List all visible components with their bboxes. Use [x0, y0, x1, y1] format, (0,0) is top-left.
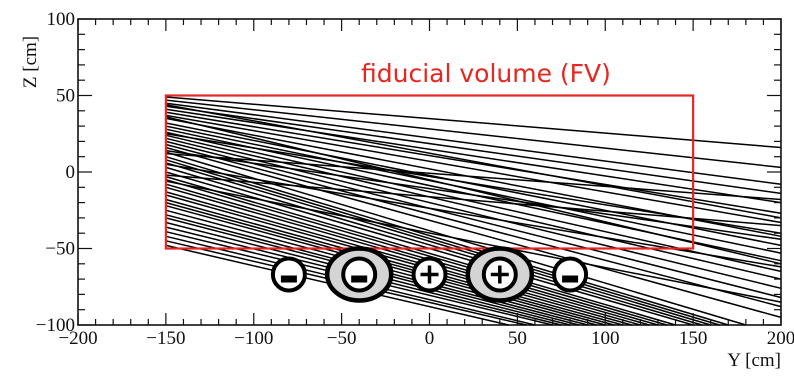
track-line — [165, 163, 782, 268]
x-tick-label: 150 — [679, 328, 708, 349]
track-line — [165, 175, 676, 326]
fiducial-volume: fiducial volume (FV) — [164, 59, 695, 250]
track-line — [165, 143, 782, 308]
x-tick-label: 100 — [591, 328, 620, 349]
negative-charge-icon: − — [552, 256, 589, 293]
y-tick-label: 50 — [56, 86, 75, 107]
track-line — [165, 194, 632, 326]
track-line — [165, 99, 782, 169]
charge-circle — [270, 256, 307, 293]
x-tick-label: 200 — [767, 328, 794, 349]
x-tick-label: −50 — [327, 328, 357, 349]
track-line — [165, 105, 782, 195]
track-line — [165, 178, 668, 326]
track-line — [165, 174, 782, 227]
track-line — [165, 191, 641, 326]
track-line — [165, 137, 782, 290]
charge-sign-bar — [351, 275, 368, 283]
track-line — [165, 159, 720, 326]
track-line — [165, 162, 711, 326]
y-tick-label: −100 — [36, 315, 75, 336]
charge-circle — [552, 256, 589, 293]
track-line — [165, 140, 782, 299]
charge-sign-bar — [280, 275, 297, 283]
track-line — [165, 149, 782, 241]
x-tick-label: −200 — [58, 328, 97, 349]
track-line — [165, 114, 782, 224]
track-line — [165, 146, 782, 319]
x-axis-title: Y [cm] — [727, 350, 781, 371]
negative-charge-icon: − — [324, 246, 394, 303]
positive-charge-icon: + — [411, 256, 448, 293]
track-line — [165, 166, 703, 326]
positive-charge-icon: + — [465, 246, 535, 303]
x-tick-label: −150 — [146, 328, 185, 349]
charge-circle — [341, 256, 378, 293]
track-line — [165, 152, 782, 201]
tick-labels: −200 −150 −100 −50 0 50 100 150 200 −100 −50 0 50 100 — [36, 9, 794, 349]
track-line — [165, 116, 782, 265]
axis-ticks — [77, 18, 782, 326]
track-line — [165, 155, 729, 326]
x-tick-label: 0 — [425, 328, 435, 349]
fiducial-volume-box — [164, 94, 695, 250]
y-axis-title: Z [cm] — [20, 36, 41, 88]
x-tick-label: 50 — [508, 328, 527, 349]
track-line — [165, 108, 782, 204]
track-line — [165, 183, 659, 326]
x-tick-label: −100 — [234, 328, 273, 349]
track-line — [165, 96, 782, 149]
track-line — [165, 103, 782, 219]
track-line — [165, 180, 782, 303]
track-line — [165, 198, 623, 326]
y-tick-label: −50 — [45, 239, 75, 260]
track-line — [165, 111, 782, 215]
fiducial-volume-label: fiducial volume (FV) — [361, 59, 611, 88]
y-tick-label: 0 — [66, 162, 76, 183]
negative-charge-icon: − — [270, 256, 307, 293]
track-line — [165, 134, 782, 280]
charge-sign-bar — [562, 275, 579, 283]
track-line — [165, 102, 782, 185]
y-tick-label: 100 — [47, 9, 76, 30]
track-line — [165, 186, 650, 326]
charge-markers: −−++− — [270, 246, 589, 303]
